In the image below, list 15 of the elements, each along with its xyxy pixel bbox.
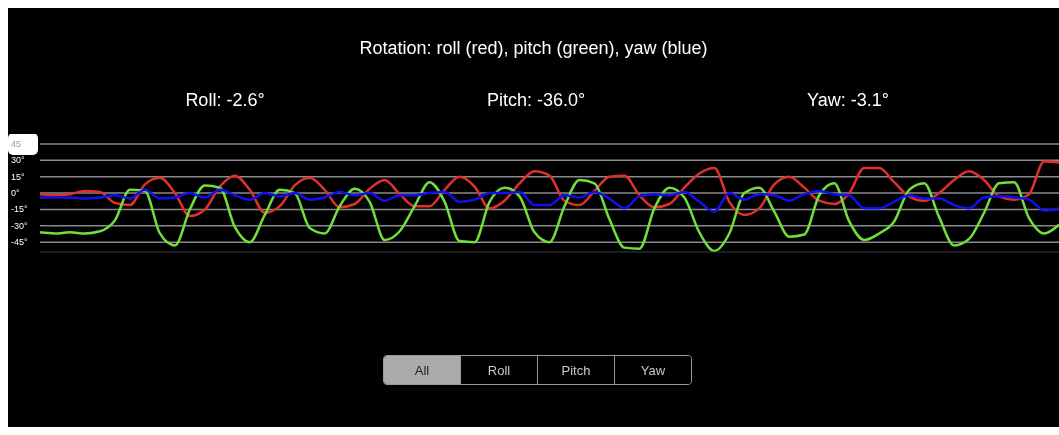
chart-title: Rotation: roll (red), pitch (green), yaw (blue) [358,38,709,59]
y-tick-label: -45° [11,237,29,248]
text: Yaw: -3.1° [806,90,890,111]
segment-button: Yaw [614,356,691,384]
text: Roll: -2.6° [184,90,266,111]
y-tick-label: -30° [11,220,29,231]
line-series [38,188,1059,213]
y-tick-label: 30° [11,155,26,166]
y-tick-label: 0° [11,188,21,199]
y-tick-label: -15° [11,204,29,215]
segment-button: All [384,356,460,384]
y-tick-label: 45 [11,139,22,149]
y-tick-label: 15° [11,171,26,182]
text: Pitch: -36.0° [485,90,587,111]
line-series [38,178,1059,252]
